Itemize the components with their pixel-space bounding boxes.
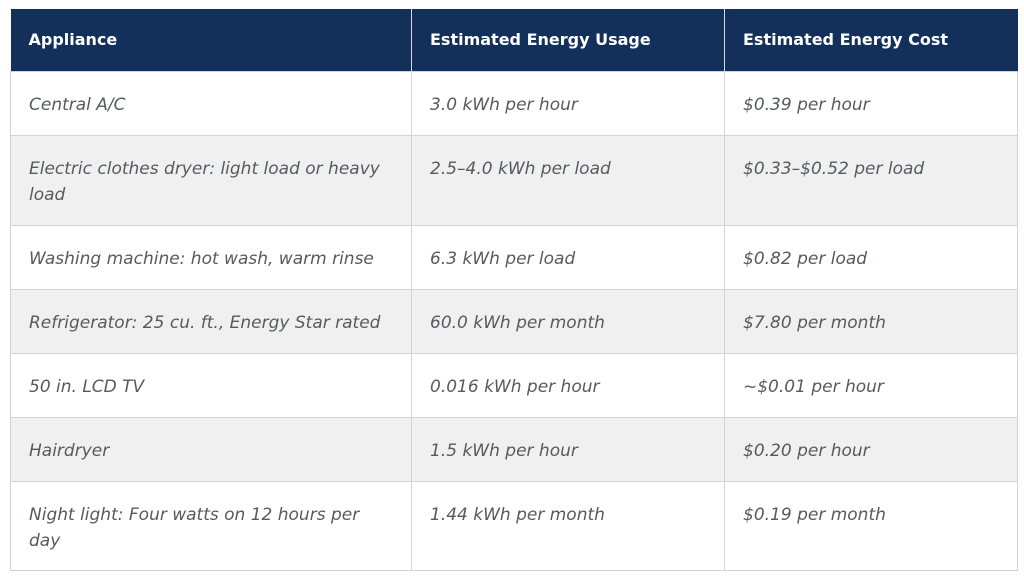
table-row: Electric clothes dryer: light load or he… [10,134,1018,226]
cell-appliance: Hairdryer [10,416,412,482]
cell-cost: $0.19 per month [724,480,1018,571]
cell-appliance: 50 in. LCD TV [10,352,412,418]
table-row: Night light: Four watts on 12 hours per … [10,480,1018,571]
cell-usage: 60.0 kWh per month [411,288,725,354]
cell-appliance: Refrigerator: 25 cu. ft., Energy Star ra… [10,288,412,354]
cell-cost: $7.80 per month [724,288,1018,354]
table-row: Central A/C 3.0 kWh per hour $0.39 per h… [10,70,1018,136]
header-estimated-energy-cost: Estimated Energy Cost [724,9,1018,71]
cell-cost: ~$0.01 per hour [724,352,1018,418]
table-row: 50 in. LCD TV 0.016 kWh per hour ~$0.01 … [10,352,1018,418]
cell-appliance: Night light: Four watts on 12 hours per … [10,480,412,571]
energy-usage-table: Appliance Estimated Energy Usage Estimat… [10,9,1018,571]
cell-appliance: Washing machine: hot wash, warm rinse [10,224,412,290]
cell-cost: $0.33–$0.52 per load [724,134,1018,226]
cell-usage: 3.0 kWh per hour [411,70,725,136]
cell-cost: $0.20 per hour [724,416,1018,482]
cell-usage: 2.5–4.0 kWh per load [411,134,725,226]
table-row: Refrigerator: 25 cu. ft., Energy Star ra… [10,288,1018,354]
cell-cost: $0.39 per hour [724,70,1018,136]
table-row: Hairdryer 1.5 kWh per hour $0.20 per hou… [10,416,1018,482]
cell-cost: $0.82 per load [724,224,1018,290]
cell-usage: 1.5 kWh per hour [411,416,725,482]
cell-appliance: Central A/C [10,70,412,136]
cell-appliance: Electric clothes dryer: light load or he… [10,134,412,226]
cell-usage: 6.3 kWh per load [411,224,725,290]
table-header-row: Appliance Estimated Energy Usage Estimat… [10,9,1018,71]
table-row: Washing machine: hot wash, warm rinse 6.… [10,224,1018,290]
energy-table-container: Appliance Estimated Energy Usage Estimat… [10,9,1018,571]
header-estimated-energy-usage: Estimated Energy Usage [411,9,725,71]
cell-usage: 0.016 kWh per hour [411,352,725,418]
cell-usage: 1.44 kWh per month [411,480,725,571]
header-appliance: Appliance [10,9,412,71]
